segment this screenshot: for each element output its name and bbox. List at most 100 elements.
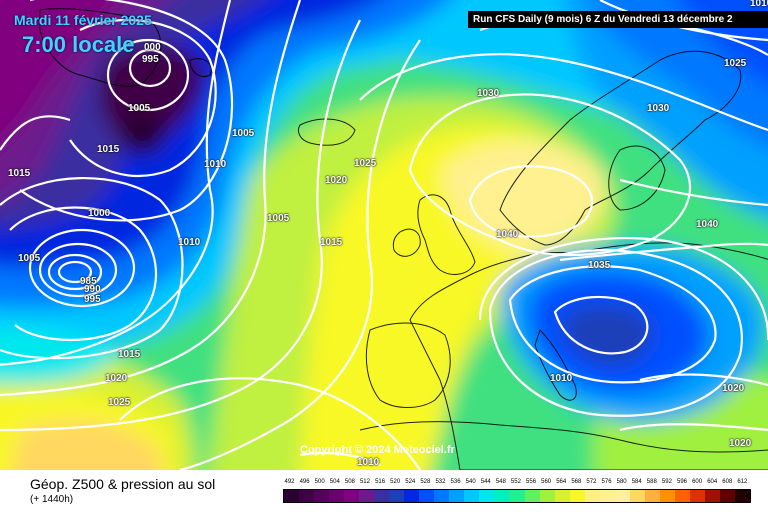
scale-label: 544 [480, 479, 491, 485]
scale-swatch [389, 490, 405, 502]
scale-swatch [674, 490, 690, 502]
scale-swatch [659, 490, 675, 502]
scale-label: 596 [677, 479, 688, 485]
scale-swatch [479, 490, 495, 502]
scale-label: 580 [616, 479, 627, 485]
scale-label: 504 [329, 479, 340, 485]
isobar-label: 1020 [105, 373, 128, 384]
scale-label: 536 [450, 479, 461, 485]
isobar-label: 1025 [724, 58, 747, 69]
isobar-label: 1005 [267, 213, 290, 224]
scale-swatch [419, 490, 435, 502]
scale-swatch [344, 490, 360, 502]
scale-label: 492 [284, 479, 295, 485]
scale-label: 608 [722, 479, 733, 485]
isobar-label: 1020 [729, 438, 752, 449]
scale-swatch [644, 490, 660, 502]
scale-label: 600 [692, 479, 703, 485]
isobar-label: 1015 [118, 349, 141, 360]
isobar-label: 1010 [204, 159, 227, 170]
scale-swatch [704, 490, 720, 502]
scale-label: 552 [510, 479, 521, 485]
scale-swatch [434, 490, 450, 502]
scale-label: 524 [405, 479, 416, 485]
scale-swatch [284, 490, 300, 502]
scale-swatch [584, 490, 600, 502]
isobar-label: 1040 [496, 229, 519, 240]
scale-swatch [569, 490, 585, 502]
scale-swatch [629, 490, 645, 502]
copyright: Copyright © 2024 Meteociel.fr [300, 444, 455, 456]
run-info: Run CFS Daily (9 mois) 6 Z du Vendredi 1… [468, 11, 768, 28]
isobar-label: 990 [84, 284, 101, 295]
scale-label: 584 [631, 479, 642, 485]
isobar-label: 1015 [8, 168, 31, 179]
scale-swatch [359, 490, 375, 502]
scale-label: 560 [541, 479, 552, 485]
isobar-label: 1030 [477, 88, 500, 99]
scale-swatch [314, 490, 330, 502]
scale-swatch [734, 490, 750, 502]
isobar-label: 1010 [750, 0, 768, 9]
scale-swatch [524, 490, 540, 502]
valid-time: 7:00 locale [22, 32, 135, 57]
scale-swatch [404, 490, 420, 502]
isobar-label: 1015 [97, 144, 120, 155]
scale-label: 508 [344, 479, 355, 485]
color-scale-labels: 492 496 500 504 508 512 516 520 524 528 532 536 540 5… [283, 479, 751, 487]
scale-label: 556 [526, 479, 537, 485]
scale-swatch [539, 490, 555, 502]
isobar-label: 1005 [18, 253, 41, 264]
isobar-label: 1030 [647, 103, 670, 114]
scale-label: 512 [359, 479, 370, 485]
isobar-label: 1010 [550, 373, 573, 384]
isobar-label: 1005 [232, 128, 255, 139]
color-scale [283, 489, 751, 503]
isobar-label: 1020 [722, 383, 745, 394]
isobar-label: 1015 [320, 237, 343, 248]
scale-label: 572 [586, 479, 597, 485]
scale-label: 500 [314, 479, 325, 485]
scale-label: 588 [646, 479, 657, 485]
isobar-label: 1040 [696, 219, 719, 230]
scale-swatch [689, 490, 705, 502]
isobar-label: 1025 [354, 158, 377, 169]
scale-label: 612 [737, 479, 748, 485]
scale-label: 568 [571, 479, 582, 485]
scale-swatch [554, 490, 570, 502]
scale-swatch [494, 490, 510, 502]
isobar-label: 1000 [88, 208, 111, 219]
isobars [0, 0, 768, 470]
isobar-label: 1010 [178, 237, 201, 248]
scale-swatch [299, 490, 315, 502]
scale-label: 528 [420, 479, 431, 485]
scale-label: 604 [707, 479, 718, 485]
isobar-label: 985 [80, 276, 97, 287]
geopotential-map [0, 0, 768, 470]
isobar-label: 1010 [357, 457, 380, 468]
isobar-label: 995 [84, 294, 101, 305]
scale-swatch [614, 490, 630, 502]
isobar-label: 000 [144, 42, 161, 53]
scale-swatch [509, 490, 525, 502]
scale-swatch [449, 490, 465, 502]
scale-swatch [374, 490, 390, 502]
scale-label: 548 [495, 479, 506, 485]
isobar-label: 1020 [325, 175, 348, 186]
scale-label: 496 [299, 479, 310, 485]
scale-swatch [329, 490, 345, 502]
scale-label: 532 [435, 479, 446, 485]
scale-label: 516 [375, 479, 386, 485]
scale-label: 520 [390, 479, 401, 485]
isobar-label: 1035 [588, 260, 611, 271]
isobar-label: 995 [142, 54, 159, 65]
scale-label: 592 [661, 479, 672, 485]
scale-swatch [599, 490, 615, 502]
scale-label: 576 [601, 479, 612, 485]
valid-date: Mardi 11 février 2025 [14, 12, 152, 28]
isobar-label: 1025 [108, 397, 131, 408]
scale-swatch [719, 490, 735, 502]
legend-title: Géop. Z500 & pression au sol [30, 476, 216, 492]
scale-label: 540 [465, 479, 476, 485]
